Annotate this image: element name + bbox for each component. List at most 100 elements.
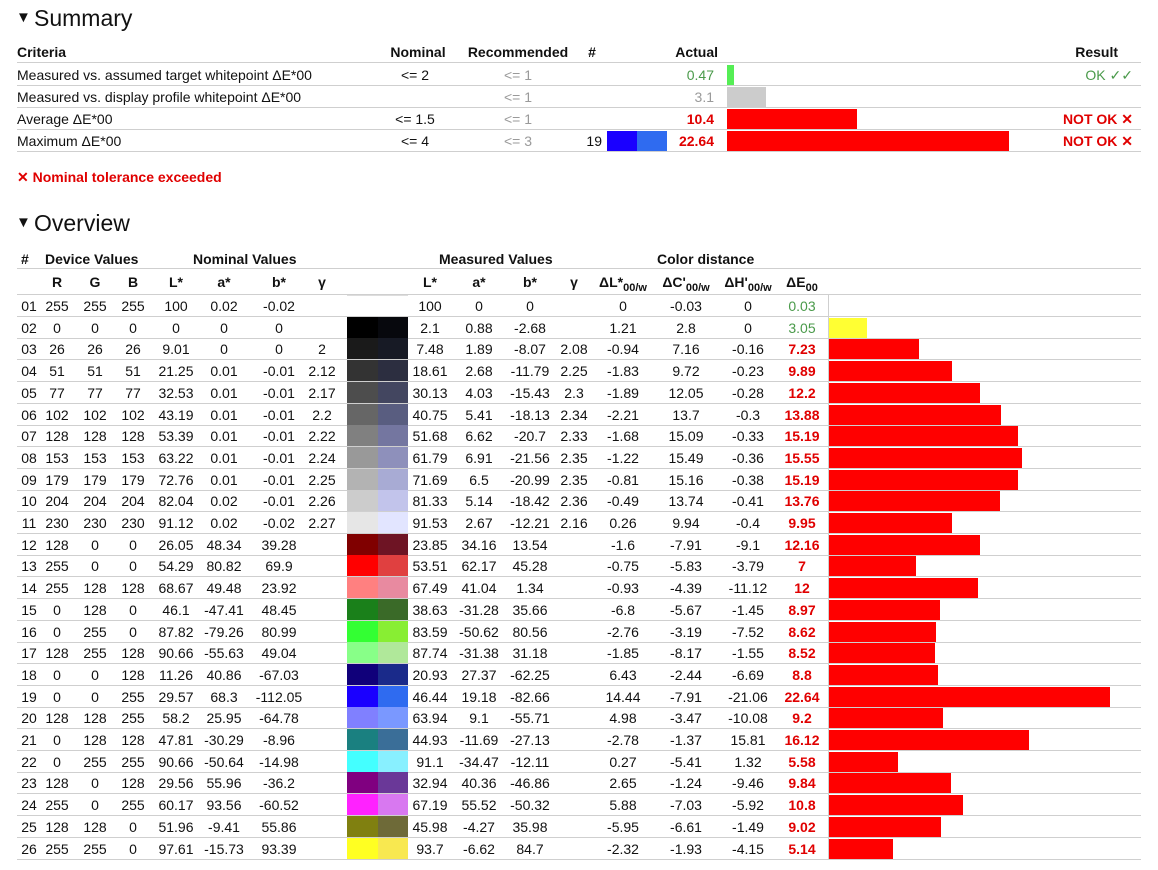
cell-ma: 41.04 bbox=[461, 580, 497, 596]
cell-mL: 45.98 bbox=[412, 819, 448, 835]
overview-row-line bbox=[17, 381, 1141, 382]
cell-n: 13 bbox=[21, 558, 37, 574]
cell-L: 60.17 bbox=[158, 797, 194, 813]
overview-heading[interactable]: ▼ Overview bbox=[16, 210, 130, 237]
overview-row-line bbox=[17, 859, 1141, 860]
overview-row-line bbox=[17, 815, 1141, 816]
cell-mb: 84.7 bbox=[516, 841, 544, 857]
cell-g: 2 bbox=[318, 341, 326, 357]
cell-G: 77 bbox=[87, 385, 103, 401]
cell-L: 46.1 bbox=[162, 602, 190, 618]
cell-ma: 34.16 bbox=[461, 537, 497, 553]
cell-a: 68.3 bbox=[210, 689, 238, 705]
cell-B: 26 bbox=[125, 341, 141, 357]
measured-color-swatch bbox=[378, 490, 408, 512]
cell-dL: -1.85 bbox=[607, 645, 639, 661]
device-color-swatch bbox=[347, 664, 378, 686]
result-cell: NOT OK ✕ bbox=[1062, 133, 1133, 149]
cell-dL: -0.49 bbox=[607, 493, 639, 509]
cell-mb: -15.43 bbox=[510, 385, 550, 401]
device-color-swatch bbox=[347, 816, 378, 838]
measured-color-swatch bbox=[378, 729, 408, 751]
cell-L: 97.61 bbox=[158, 841, 194, 857]
cell-mb: 45.28 bbox=[512, 558, 548, 574]
cell-R: 128 bbox=[45, 819, 69, 835]
delta-e-bar bbox=[829, 665, 938, 686]
cell-dE: 9.95 bbox=[788, 515, 816, 531]
cell-dC: 15.49 bbox=[668, 450, 704, 466]
cell-n: 24 bbox=[21, 797, 37, 813]
cell-dH: -9.46 bbox=[732, 775, 764, 791]
cell-g: 2.22 bbox=[308, 428, 336, 444]
cell-dL: -1.83 bbox=[607, 363, 639, 379]
cell-mb: -8.07 bbox=[514, 341, 546, 357]
summary-header-line bbox=[17, 62, 1141, 63]
cell-g: 2.17 bbox=[308, 385, 336, 401]
cell-dH: -0.3 bbox=[735, 407, 761, 423]
cell-a: -55.63 bbox=[204, 645, 244, 661]
cell-ma: 62.17 bbox=[461, 558, 497, 574]
count-header: # bbox=[588, 44, 596, 60]
cell-n: 26 bbox=[21, 841, 37, 857]
cell-n: 03 bbox=[21, 341, 37, 357]
device-color-swatch bbox=[347, 338, 378, 360]
cell-R: 204 bbox=[45, 493, 69, 509]
measured-color-swatch bbox=[378, 838, 408, 860]
tolerance-warning: ✕ Nominal tolerance exceeded bbox=[17, 169, 222, 185]
device-color-swatch bbox=[347, 751, 378, 773]
cell-dL: -2.32 bbox=[607, 841, 639, 857]
summary-heading[interactable]: ▼ Summary bbox=[16, 5, 132, 32]
delta-e-bar bbox=[829, 795, 963, 816]
cell-ma: 6.62 bbox=[465, 428, 493, 444]
cell-B: 128 bbox=[121, 645, 145, 661]
nominal-cell: <= 1.5 bbox=[395, 111, 435, 127]
collapse-triangle-icon[interactable]: ▼ bbox=[16, 9, 31, 27]
sub-header-a: a* bbox=[217, 274, 231, 290]
device-color-swatch bbox=[347, 404, 378, 426]
cell-mb: -82.66 bbox=[510, 689, 550, 705]
cell-ma: 1.89 bbox=[465, 341, 493, 357]
cell-mL: 81.33 bbox=[412, 493, 448, 509]
cell-ma: 27.37 bbox=[461, 667, 497, 683]
cell-dE: 3.05 bbox=[788, 320, 816, 336]
cell-mg: 2.36 bbox=[560, 493, 588, 509]
cell-dH: 0 bbox=[744, 298, 752, 314]
cell-b: -0.01 bbox=[263, 363, 295, 379]
cell-mL: 71.69 bbox=[412, 472, 448, 488]
cell-dL: -2.21 bbox=[607, 407, 639, 423]
cell-dC: -1.93 bbox=[670, 841, 702, 857]
cell-B: 0 bbox=[129, 320, 137, 336]
cell-mL: 53.51 bbox=[412, 558, 448, 574]
collapse-triangle-icon[interactable]: ▼ bbox=[16, 214, 31, 232]
overview-row-line bbox=[17, 533, 1141, 534]
cell-mg: 2.35 bbox=[560, 472, 588, 488]
cell-mL: 83.59 bbox=[412, 624, 448, 640]
cell-dH: -3.79 bbox=[732, 558, 764, 574]
cell-ma: 2.67 bbox=[465, 515, 493, 531]
cell-dC: 7.16 bbox=[672, 341, 700, 357]
measured-color-swatch bbox=[378, 338, 408, 360]
cell-a: 0 bbox=[220, 341, 228, 357]
cell-n: 11 bbox=[21, 515, 37, 531]
device-color-swatch bbox=[347, 555, 378, 577]
measured-color-swatch bbox=[378, 534, 408, 556]
cell-dC: -6.61 bbox=[670, 819, 702, 835]
cell-dE: 9.02 bbox=[788, 819, 816, 835]
sub-header-mb: b* bbox=[523, 274, 537, 290]
cell-ma: 40.36 bbox=[461, 775, 497, 791]
cell-b: -0.01 bbox=[263, 493, 295, 509]
cell-ma: 5.41 bbox=[465, 407, 493, 423]
device-color-swatch bbox=[347, 772, 378, 794]
cell-G: 128 bbox=[83, 580, 107, 596]
cell-L: 72.76 bbox=[158, 472, 194, 488]
cell-b: 69.9 bbox=[265, 558, 293, 574]
cell-R: 255 bbox=[45, 580, 69, 596]
summary-row-line bbox=[17, 129, 1141, 130]
nominal-cell: <= 4 bbox=[400, 133, 430, 149]
cell-dH: -11.12 bbox=[728, 580, 768, 596]
measured-color-swatch bbox=[378, 295, 408, 318]
cell-mb: -12.11 bbox=[510, 754, 550, 770]
cell-mL: 30.13 bbox=[412, 385, 448, 401]
cell-dC: 2.8 bbox=[676, 320, 696, 336]
criteria-cell: Maximum ΔE*00 bbox=[17, 133, 122, 149]
